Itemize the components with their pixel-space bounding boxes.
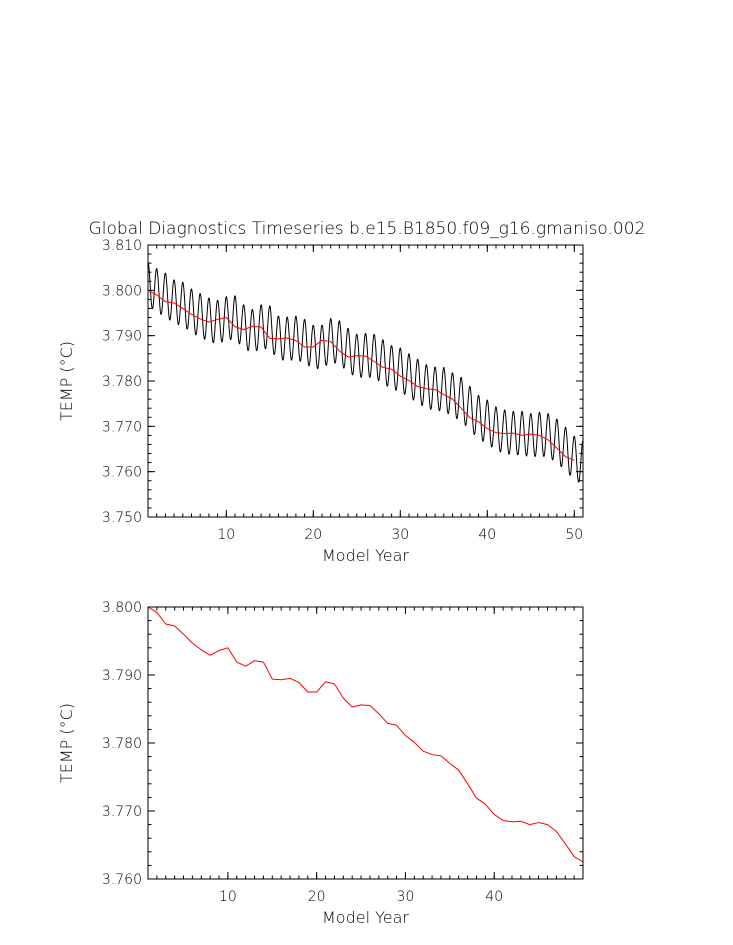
top-y-axis-label: TEMP (°C) [57, 341, 76, 421]
bottom-x-tick-label: 30 [397, 889, 415, 905]
bottom-y-tick-label: 3.800 [102, 600, 142, 616]
top-y-tick-label: 3.780 [102, 374, 142, 390]
top-x-tick-label: 30 [391, 527, 409, 543]
top-x-tick-label: 20 [304, 527, 322, 543]
top-series-layer [147, 261, 584, 483]
bottom-y-tick-label: 3.790 [102, 668, 142, 684]
top-x-tick-label: 10 [217, 527, 235, 543]
top-series-monthly [147, 261, 584, 483]
top-y-tick-label: 3.790 [102, 329, 142, 345]
bottom-y-axis-label: TEMP (°C) [57, 703, 76, 783]
bottom-x-tick-label: 10 [219, 889, 237, 905]
top-x-axis-label: Model Year [322, 546, 409, 565]
top-y-tick-label: 3.760 [102, 465, 142, 481]
bottom-x-tick-label: 40 [485, 889, 503, 905]
top-series-annual-mean [147, 289, 575, 461]
top-y-tick-label: 3.800 [102, 283, 142, 299]
top-y-tick-label: 3.770 [102, 419, 142, 435]
bottom-series-layer [147, 606, 584, 863]
top-y-tick-label: 3.810 [102, 238, 142, 254]
bottom-y-tick-label: 3.770 [102, 804, 142, 820]
bottom-y-tick-label: 3.780 [102, 736, 142, 752]
bottom-timeseries-panel: 3.760 3.770 3.780 3.790 3.800 10 20 30 40 TEMP (… [57, 600, 584, 927]
bottom-x-axis-label: Model Year [322, 908, 409, 927]
top-x-tick-label: 50 [565, 527, 583, 543]
top-timeseries-panel: 3.750 3.760 3.770 3.780 3.790 3.800 3.810 10 20 3… [57, 238, 584, 565]
top-axis-ticks: 3.750 3.760 3.770 3.780 3.790 3.800 3.810 10 20 3… [102, 238, 584, 543]
figure-title: Global Diagnostics Timeseries b.e15.B185… [89, 219, 646, 239]
bottom-y-tick-label: 3.760 [102, 872, 142, 888]
top-y-tick-label: 3.750 [102, 510, 142, 526]
bottom-plot-frame [147, 606, 584, 880]
bottom-series-annual-mean [147, 606, 584, 863]
top-x-tick-label: 40 [478, 527, 496, 543]
bottom-axis-ticks: 3.760 3.770 3.780 3.790 3.800 10 20 30 40 [102, 600, 584, 905]
bottom-x-tick-label: 20 [308, 889, 326, 905]
top-plot-frame [147, 244, 584, 518]
